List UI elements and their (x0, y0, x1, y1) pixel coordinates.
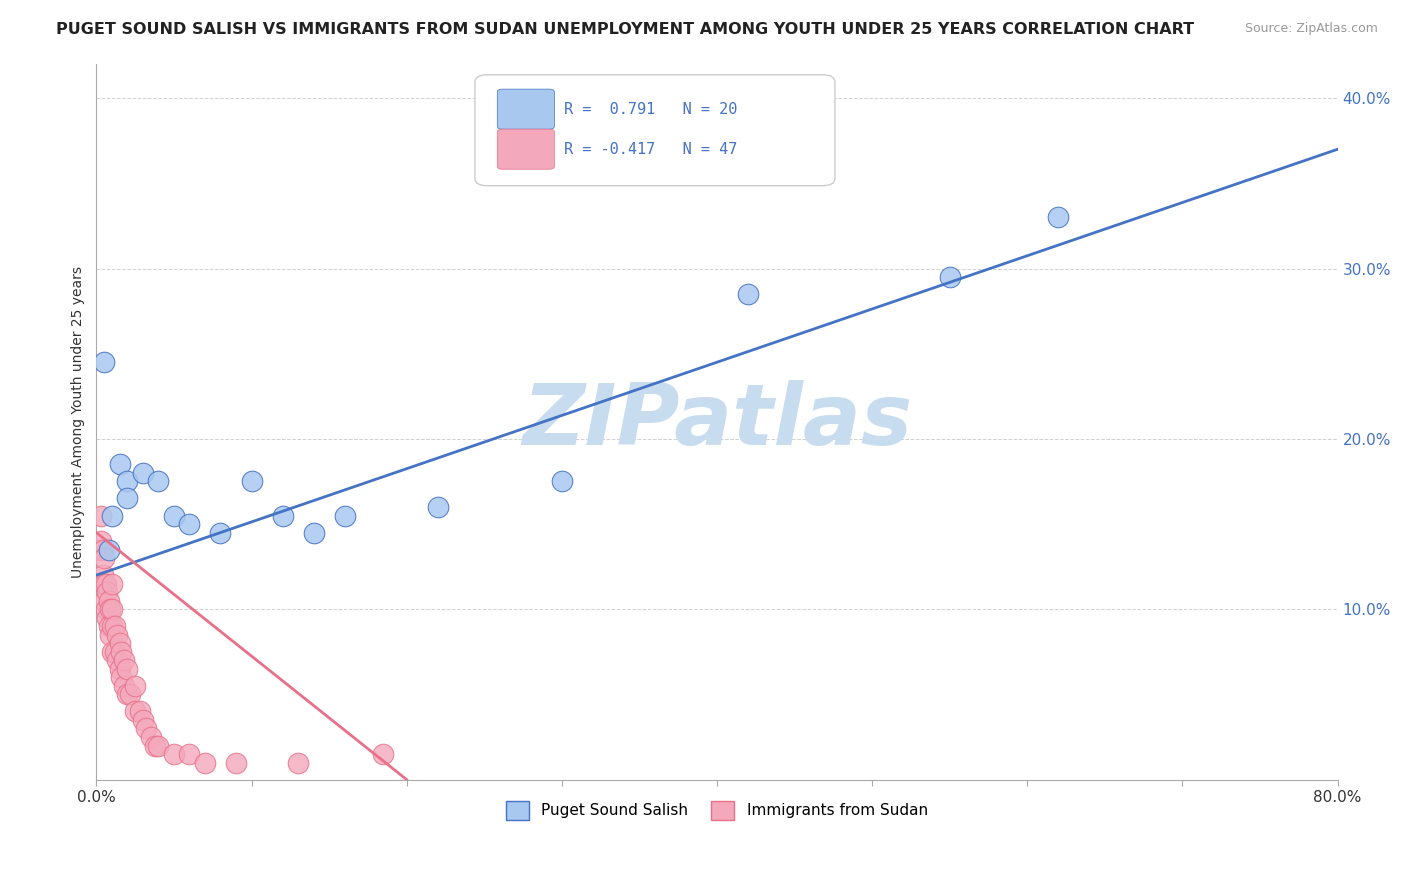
Point (93, 576, 115, 591)
Point (148, 739, 170, 753)
Point (97, 593, 120, 607)
Point (209, 525, 232, 540)
FancyBboxPatch shape (475, 75, 835, 186)
Point (373, 747, 395, 761)
Text: R =  0.791   N = 20: R = 0.791 N = 20 (564, 102, 738, 117)
Point (90, 534, 112, 549)
Point (117, 475, 139, 489)
Point (117, 491, 139, 506)
Point (938, 270, 960, 285)
Point (112, 653, 135, 667)
Point (302, 525, 325, 540)
Point (93, 551, 115, 566)
Point (91, 568, 114, 582)
Point (139, 730, 162, 744)
Point (551, 475, 574, 489)
Point (108, 662, 131, 676)
Point (240, 475, 263, 489)
Text: ZIPatlas: ZIPatlas (522, 380, 912, 463)
Point (194, 756, 217, 770)
Point (98, 628, 121, 642)
Point (101, 602, 124, 616)
Point (426, 500, 449, 514)
Point (128, 705, 150, 719)
FancyBboxPatch shape (498, 89, 554, 129)
Point (112, 679, 135, 693)
Point (117, 662, 139, 676)
Point (90, 508, 112, 523)
Point (737, 287, 759, 301)
Point (163, 747, 186, 761)
Point (89, 542, 111, 557)
Point (101, 576, 124, 591)
Point (225, 756, 247, 770)
Y-axis label: Unemployment Among Youth under 25 years: Unemployment Among Youth under 25 years (72, 266, 86, 578)
Point (104, 645, 127, 659)
Point (97, 542, 120, 557)
Point (97, 619, 120, 633)
Point (94, 602, 117, 616)
Text: PUGET SOUND SALISH VS IMMIGRANTS FROM SUDAN UNEMPLOYMENT AMONG YOUTH UNDER 25 YE: PUGET SOUND SALISH VS IMMIGRANTS FROM SU… (56, 22, 1194, 37)
Point (179, 747, 201, 761)
Point (271, 508, 294, 523)
Point (124, 679, 146, 693)
Point (124, 705, 146, 719)
Point (117, 687, 139, 701)
FancyBboxPatch shape (498, 129, 554, 169)
Point (287, 756, 309, 770)
Point (179, 517, 201, 532)
Point (132, 466, 155, 480)
Point (108, 636, 131, 650)
Point (94, 576, 117, 591)
Point (105, 628, 128, 642)
Point (148, 475, 170, 489)
Text: Source: ZipAtlas.com: Source: ZipAtlas.com (1244, 22, 1378, 36)
Point (163, 508, 186, 523)
Point (1047, 211, 1070, 225)
Point (105, 653, 128, 667)
Point (101, 645, 124, 659)
Point (120, 687, 142, 701)
Point (104, 619, 127, 633)
Point (333, 508, 356, 523)
Point (101, 508, 124, 523)
Point (143, 739, 166, 753)
Point (132, 713, 155, 727)
Point (101, 619, 124, 633)
Point (110, 645, 132, 659)
Text: R = -0.417   N = 47: R = -0.417 N = 47 (564, 142, 738, 157)
Point (93, 593, 115, 607)
Point (93, 355, 115, 369)
Point (96, 611, 118, 625)
Point (96, 585, 118, 599)
Point (135, 722, 157, 736)
Point (91, 542, 114, 557)
Point (110, 670, 132, 684)
Point (98, 602, 121, 616)
Legend: Puget Sound Salish, Immigrants from Sudan: Puget Sound Salish, Immigrants from Suda… (501, 795, 934, 826)
Point (108, 458, 131, 472)
